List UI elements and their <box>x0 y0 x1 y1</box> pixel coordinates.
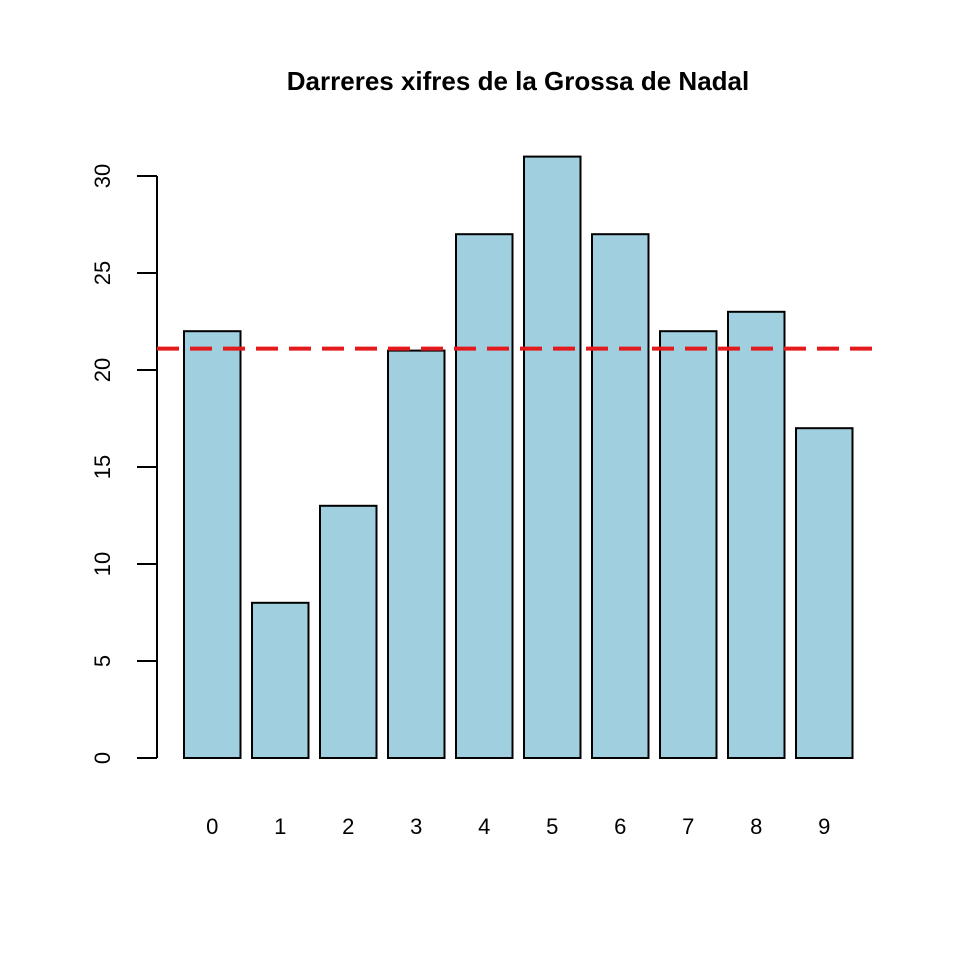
x-axis-tick-label: 0 <box>206 814 218 839</box>
chart-title: Darreres xifres de la Grossa de Nadal <box>287 66 749 96</box>
bar-7 <box>659 330 718 759</box>
x-axis-tick-label: 2 <box>342 814 354 839</box>
bar-3 <box>387 349 446 759</box>
bar-0 <box>183 330 242 759</box>
y-axis-tick-label: 0 <box>90 752 115 764</box>
x-axis-tick-label: 6 <box>614 814 626 839</box>
bar-8 <box>727 310 786 759</box>
x-axis-tick-labels: 0 1 2 3 4 5 6 7 8 9 <box>206 814 830 839</box>
x-axis-tick-label: 3 <box>410 814 422 839</box>
x-axis-tick-label: 1 <box>274 814 286 839</box>
x-axis-tick-label: 4 <box>478 814 490 839</box>
bar-2 <box>319 504 378 759</box>
y-axis-tick-label: 30 <box>90 164 115 188</box>
bar-9 <box>795 427 854 759</box>
x-axis-tick-label: 9 <box>818 814 830 839</box>
y-axis-tick-label: 10 <box>90 552 115 576</box>
y-axis-tick-label: 5 <box>90 655 115 667</box>
x-axis-tick-label: 5 <box>546 814 558 839</box>
bar-4 <box>455 233 514 759</box>
x-axis-tick-label: 8 <box>750 814 762 839</box>
y-axis-tick-label: 25 <box>90 261 115 285</box>
x-axis-tick-label: 7 <box>682 814 694 839</box>
bars <box>183 155 854 760</box>
y-axis: 0 5 10 15 20 25 30 <box>90 164 158 764</box>
bar-1 <box>251 601 310 759</box>
y-axis-tick-label: 15 <box>90 455 115 479</box>
y-axis-tick-label: 20 <box>90 358 115 382</box>
bar-5 <box>523 155 582 760</box>
bar-6 <box>591 233 650 759</box>
